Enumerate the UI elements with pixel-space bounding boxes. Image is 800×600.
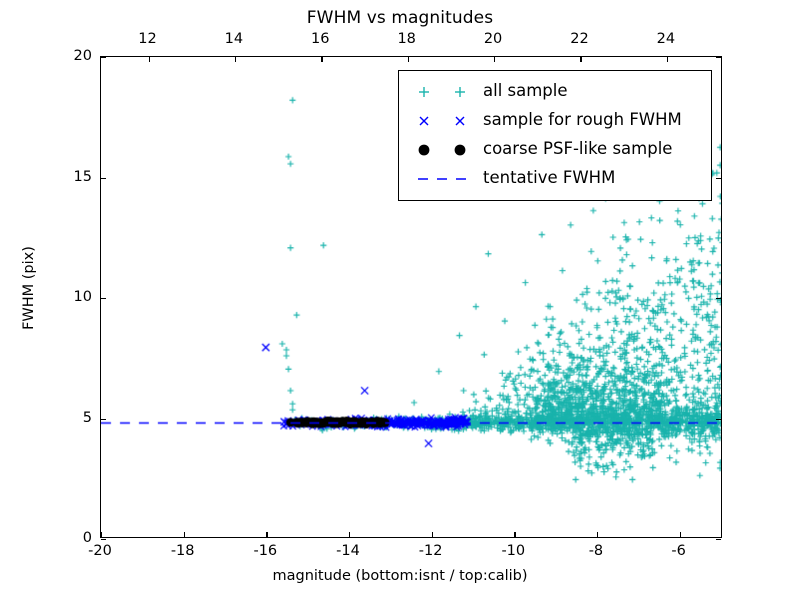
tick-mark: [101, 177, 106, 179]
tick-mark: [716, 177, 721, 179]
tick-mark: [716, 298, 721, 300]
tick-mark: [321, 57, 323, 62]
tick-label: 14: [224, 31, 244, 47]
tick-mark: [431, 532, 433, 537]
tick-mark: [514, 532, 516, 537]
tick-label: 20: [73, 48, 92, 64]
tick-mark: [580, 57, 582, 62]
tick-mark: [101, 298, 106, 300]
tick-label: 5: [82, 409, 92, 426]
tick-label: 18: [397, 31, 416, 47]
tick-mark: [101, 418, 106, 420]
tick-mark: [494, 57, 496, 62]
tick-mark: [148, 57, 150, 62]
tick-mark: [407, 57, 409, 62]
tick-label: 22: [570, 31, 589, 47]
tick-mark: [101, 57, 106, 59]
plus-marker-icon: [407, 81, 481, 103]
tick-mark: [596, 532, 599, 537]
tick-mark: [266, 532, 268, 537]
tick-mark: [234, 57, 237, 62]
tick-label: -16: [253, 543, 278, 559]
tick-label: -18: [170, 543, 195, 559]
circle-marker-icon: [407, 139, 481, 161]
legend-label: sample for rough FWHM: [483, 110, 682, 130]
tick-label: -6: [671, 543, 686, 559]
legend-item-all-sample[interactable]: all sample: [407, 77, 703, 106]
legend-item-rough-fwhm[interactable]: sample for rough FWHM: [407, 106, 703, 135]
tick-label: 0: [82, 530, 92, 546]
legend-item-coarse-psf[interactable]: coarse PSF-like sample: [407, 135, 703, 164]
tick-mark: [666, 57, 669, 62]
tick-mark: [101, 532, 103, 537]
tick-label: 10: [73, 289, 92, 305]
tick-mark: [716, 57, 721, 59]
tick-label: -12: [418, 543, 443, 559]
cross-marker-icon: [407, 110, 481, 132]
legend-label: coarse PSF-like sample: [483, 139, 673, 159]
tick-label: 24: [656, 31, 676, 47]
legend-label: tentative FWHM: [483, 168, 616, 188]
y-axis-label: FWHM (pix): [21, 246, 37, 330]
tick-mark: [716, 418, 721, 420]
tick-label: -10: [501, 543, 526, 559]
legend-label: all sample: [483, 81, 568, 101]
chart-legend[interactable]: all sample sample for rough FWHM c: [398, 70, 712, 201]
chart-title: FWHM vs magnitudes: [306, 8, 494, 28]
legend-item-tentative-fwhm[interactable]: tentative FWHM: [407, 164, 703, 193]
tick-label: 15: [73, 168, 92, 185]
dashed-line-icon: [407, 168, 481, 190]
tick-mark: [101, 539, 106, 541]
tick-label: 12: [138, 31, 157, 47]
x-axis-label: magnitude (bottom:isnt / top:calib): [272, 568, 528, 584]
tick-label: -14: [336, 543, 360, 559]
tick-mark: [183, 532, 185, 537]
tick-mark: [348, 532, 351, 537]
tick-label: -8: [588, 543, 604, 559]
tick-label: -20: [88, 543, 112, 559]
tick-mark: [716, 539, 721, 541]
tick-mark: [679, 532, 681, 537]
tick-label: 16: [311, 31, 330, 47]
tick-label: 20: [483, 31, 503, 47]
